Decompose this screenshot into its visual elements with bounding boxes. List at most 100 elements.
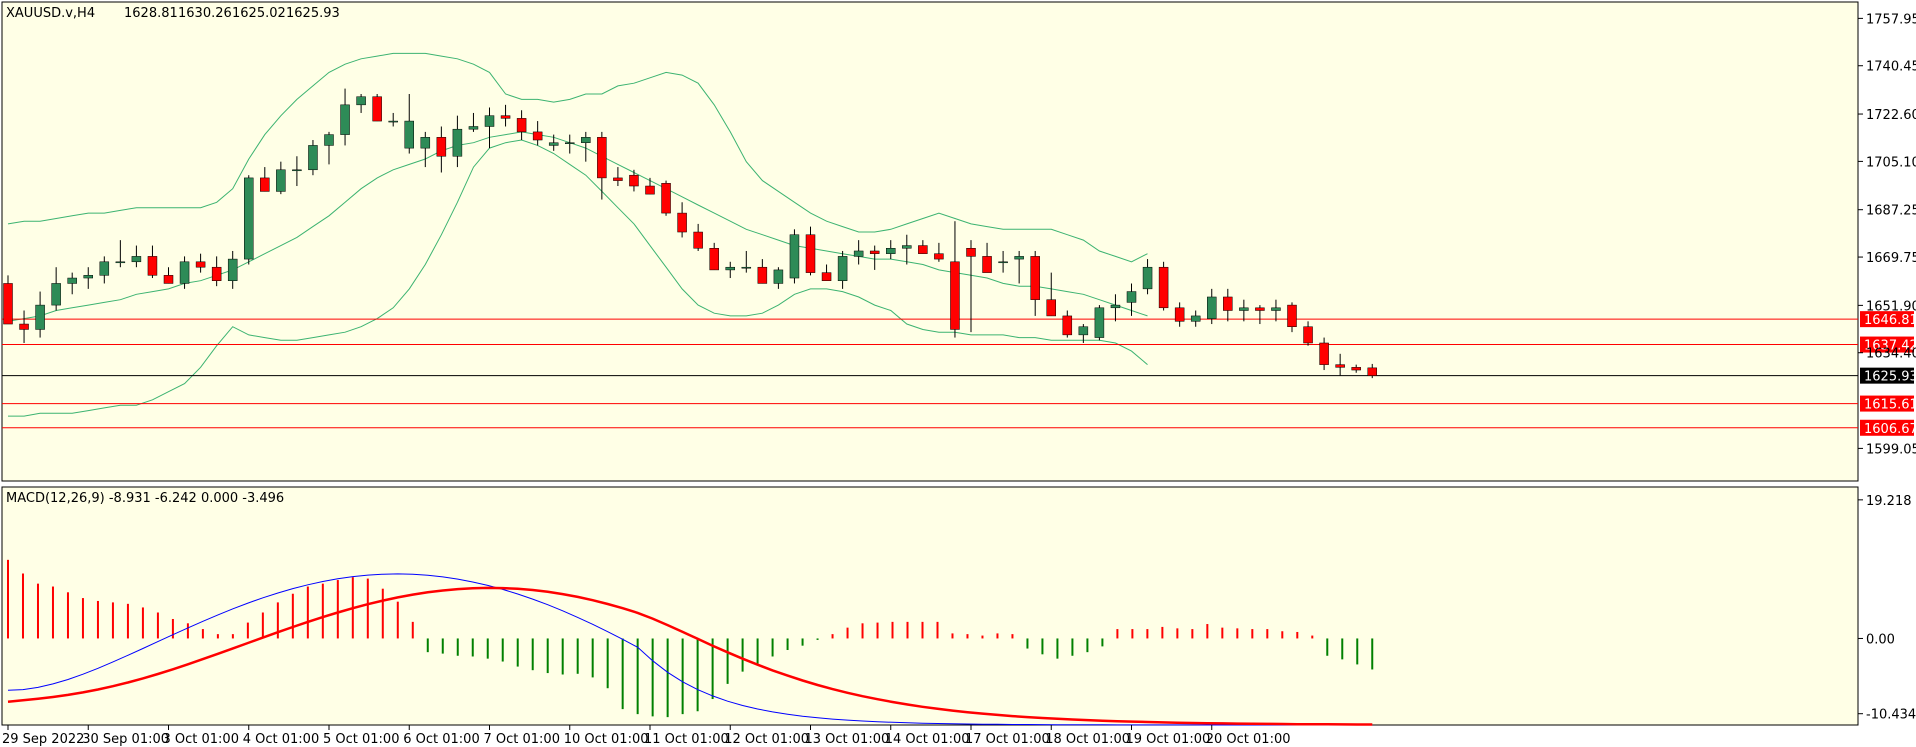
horizontal-levels: 1646.81 1637.42 1625.93 1615.61 1606.67 (2, 311, 1916, 437)
candle-body-44 (709, 248, 719, 271)
candle-body-27 (436, 137, 447, 157)
candle-body-33 (532, 131, 543, 141)
macd-tick-label-1: 0.00 (1866, 632, 1895, 647)
candle-body-55 (886, 248, 896, 254)
candle-body-34 (548, 142, 559, 146)
candle-body-29 (468, 126, 479, 130)
candle-body-16 (260, 177, 270, 192)
candle-body-81 (1303, 326, 1313, 344)
candle-body-25 (404, 120, 414, 149)
price-tick-label-2: 1722.60 (1866, 108, 1916, 123)
candle-body-79 (1271, 307, 1281, 311)
candle-body-31 (500, 115, 511, 119)
candle-body-38 (613, 177, 623, 181)
candle-body-71 (1142, 266, 1153, 290)
candles (3, 88, 1377, 379)
candle-body-20 (324, 134, 334, 146)
candle-body-4 (67, 277, 77, 284)
main-panel (1, 1, 1859, 482)
candle-body-46 (741, 266, 752, 269)
candle-body-56 (902, 245, 912, 249)
candle-body-66 (1062, 315, 1073, 336)
candle-body-62 (998, 261, 1008, 264)
candle-body-18 (292, 169, 302, 172)
candle-body-83 (1335, 364, 1345, 368)
time-label-6: 7 Oct 01:00 (484, 732, 560, 747)
candle-body-59 (950, 261, 960, 330)
candle-body-72 (1158, 266, 1169, 309)
time-label-13: 18 Oct 01:00 (1045, 732, 1130, 747)
candle-body-73 (1174, 307, 1185, 322)
candle-body-9 (147, 256, 158, 276)
bollinger-lower (8, 139, 1148, 417)
candle-body-77 (1239, 307, 1249, 311)
candle-body-41 (661, 183, 671, 214)
candle-body-39 (629, 174, 639, 187)
time-label-8: 11 Oct 01:00 (644, 732, 729, 747)
candle-body-76 (1223, 296, 1233, 311)
price-tick-label-1: 1740.45 (1866, 60, 1916, 75)
candle-body-13 (211, 266, 222, 281)
candle-body-37 (597, 137, 607, 179)
time-label-7: 10 Oct 01:00 (564, 732, 649, 747)
candle-body-63 (1014, 256, 1024, 260)
level-tag-4 (1860, 419, 1914, 436)
candle-body-53 (853, 250, 864, 257)
ohlc-high: 1630.26 (178, 6, 232, 21)
candle-body-52 (837, 256, 848, 281)
macd-line (7, 573, 1373, 726)
candle-body-70 (1126, 291, 1137, 303)
candle-body-5 (83, 275, 93, 279)
candle-body-8 (131, 256, 142, 263)
time-label-0: 29 Sep 2022 (2, 732, 84, 747)
candle-body-22 (356, 96, 366, 106)
candle-body-49 (789, 234, 800, 279)
macd-tick-label-0: 19.218 (1866, 494, 1912, 509)
candle-body-6 (99, 261, 110, 276)
candle-body-85 (1367, 367, 1377, 376)
candle-body-1 (19, 323, 29, 330)
bollinger-upper (7, 52, 1148, 263)
candle-body-45 (725, 266, 735, 271)
level-label-1: 1637.42 (1864, 339, 1916, 354)
candle-body-50 (805, 234, 816, 273)
candle-body-15 (244, 177, 254, 260)
price-tick-label-0: 1757.95 (1866, 12, 1916, 27)
time-label-2: 3 Oct 01:00 (163, 732, 239, 747)
candle-body-61 (982, 256, 992, 273)
candle-body-54 (869, 250, 880, 254)
macd-label: MACD(12,26,9) -8.931 -6.242 0.000 -3.496 (6, 491, 284, 506)
price-tick-label-4: 1687.25 (1866, 204, 1916, 219)
candle-body-57 (918, 245, 928, 254)
time-label-1: 30 Sep 01:00 (82, 732, 169, 747)
candle-body-2 (35, 304, 45, 330)
candle-body-36 (581, 137, 591, 143)
candle-body-42 (677, 212, 687, 233)
candle-body-60 (966, 248, 976, 257)
price-tick-label-3: 1705.10 (1866, 155, 1916, 170)
macd-indicator (7, 559, 1374, 726)
time-label-3: 4 Oct 01:00 (243, 732, 319, 747)
level-tag-2 (1860, 367, 1914, 384)
candle-body-78 (1255, 307, 1265, 311)
candle-body-51 (821, 272, 832, 281)
level-tag-3 (1860, 395, 1914, 412)
candle-body-43 (693, 231, 703, 249)
time-label-11: 14 Oct 01:00 (885, 732, 970, 747)
candle-body-47 (757, 266, 768, 284)
level-label-2: 1625.93 (1864, 370, 1916, 385)
time-label-5: 6 Oct 01:00 (403, 732, 479, 747)
candle-body-58 (934, 253, 944, 260)
level-label-4: 1606.67 (1864, 422, 1916, 437)
candle-body-84 (1351, 367, 1361, 371)
candle-body-3 (51, 283, 61, 306)
candle-body-26 (420, 137, 431, 149)
candle-body-11 (179, 261, 190, 284)
candle-body-75 (1207, 296, 1217, 319)
level-label-3: 1615.61 (1864, 398, 1916, 413)
ohlc-low: 1625.02 (232, 6, 286, 21)
time-label-15: 20 Oct 01:00 (1206, 732, 1291, 747)
candle-body-21 (340, 104, 350, 135)
macd-signal-line (7, 586, 1373, 726)
